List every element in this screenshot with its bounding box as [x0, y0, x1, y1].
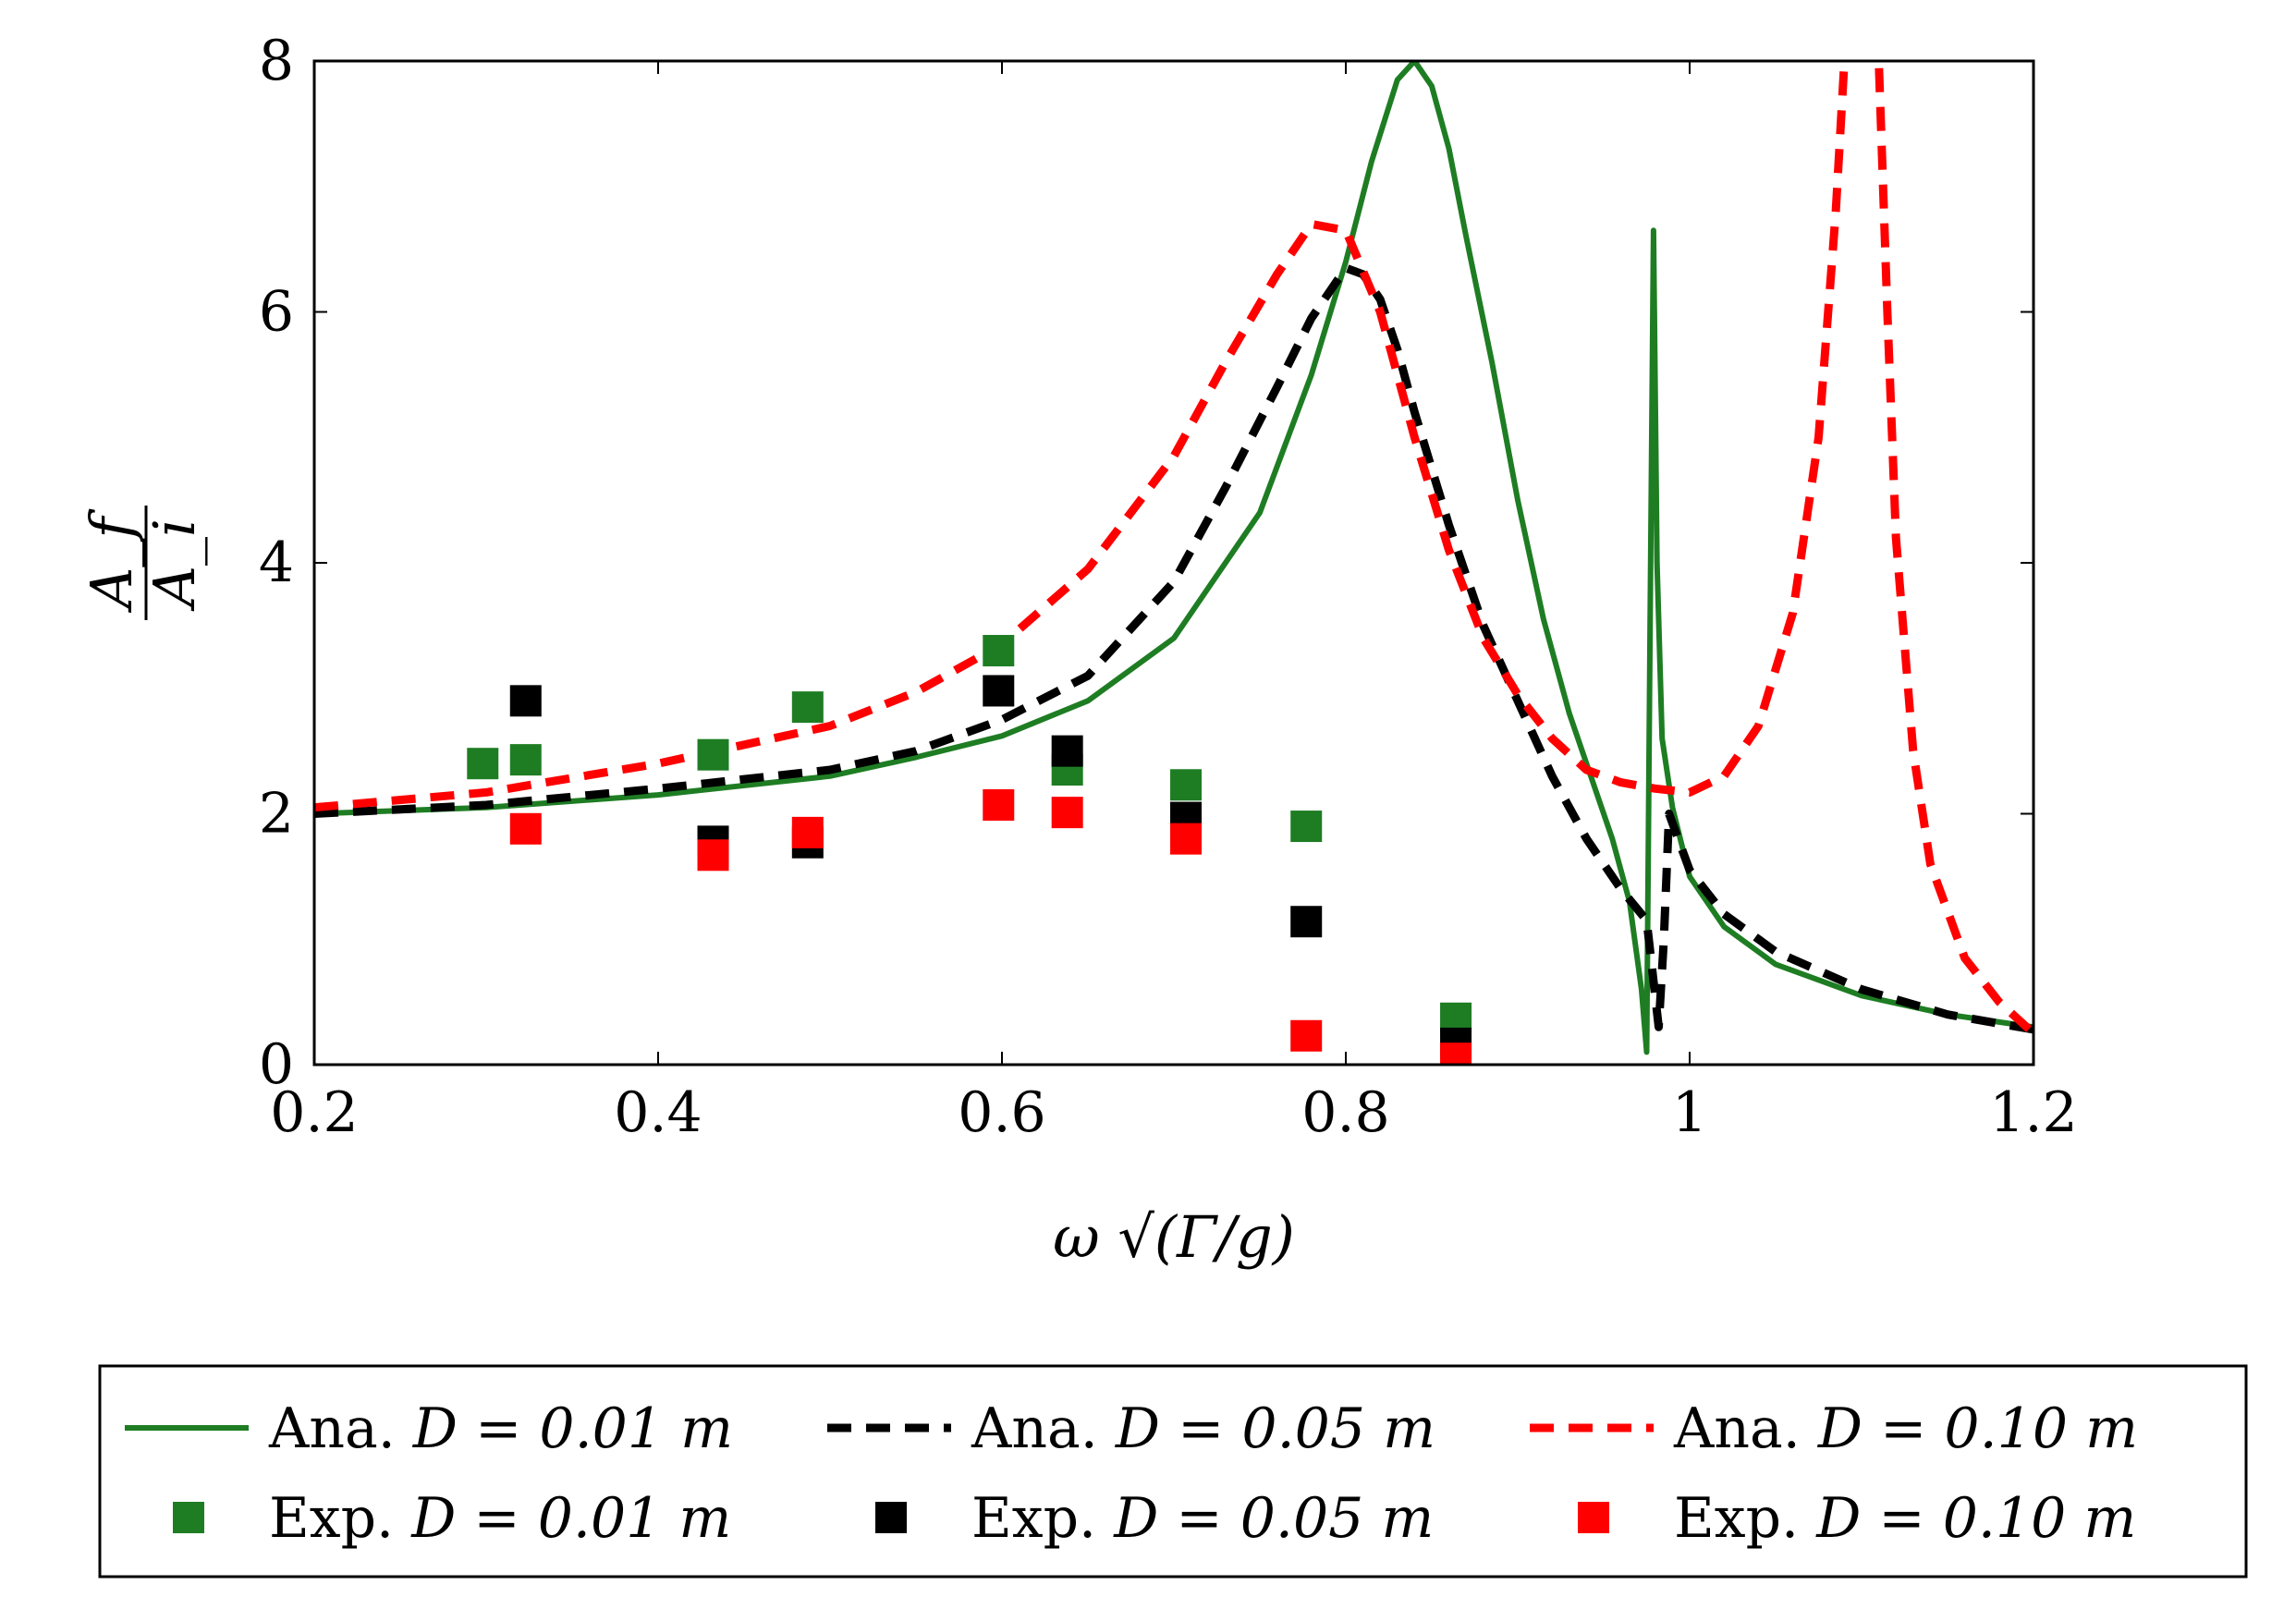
y-tick-label: 2 — [259, 782, 294, 847]
legend-label: Exp. D = 0.05 m — [971, 1486, 1434, 1551]
axes: 0.2 0.4 0.6 0.8 1 1.2 0 2 4 6 8 — [259, 29, 2078, 1145]
data-point-series-5 — [1051, 797, 1083, 829]
legend-label: Ana. D = 0.01 m — [268, 1396, 733, 1461]
series-line-0 — [314, 61, 2033, 1055]
plot-frame — [312, 59, 2035, 1067]
series-line-1 — [314, 263, 2033, 1034]
y-label-denominator: A_i — [140, 518, 208, 612]
data-point-series-5 — [983, 788, 1015, 821]
data-point-series-5 — [1440, 1042, 1472, 1065]
legend-box — [98, 1364, 2248, 1579]
data-point-series-3 — [983, 635, 1015, 667]
legend-label: Exp. D = 0.01 m — [269, 1486, 731, 1551]
data-point-series-4 — [983, 675, 1015, 707]
data-point-series-4 — [509, 685, 542, 717]
y-tick-label: 8 — [259, 29, 294, 93]
legend: Ana. D = 0.01 m Ana. D = 0.05 m Ana. D = 0… — [125, 1396, 2138, 1551]
svg-text:A_f: A_f — [78, 508, 145, 614]
x-tick-label: 0.4 — [614, 1080, 702, 1145]
x-tick-label: 0.2 — [270, 1080, 358, 1145]
x-axis-label: ω √(Γ/g) — [1053, 1203, 1295, 1271]
legend-swatch — [173, 1502, 204, 1533]
legend-swatch — [875, 1502, 907, 1533]
legend-label: Ana. D = 0.10 m — [1673, 1396, 2138, 1461]
data-point-series-5 — [509, 812, 542, 845]
y-tick-label: 6 — [259, 280, 294, 345]
x-tick-label: 0.6 — [958, 1080, 1045, 1145]
data-point-series-4 — [1051, 735, 1083, 767]
series-line-2 — [314, 61, 2033, 1037]
legend-swatch — [1578, 1502, 1609, 1533]
data-point-series-3 — [791, 691, 824, 724]
data-point-series-3 — [509, 744, 542, 776]
x-tick-label: 1 — [1672, 1080, 1707, 1145]
data-point-series-5 — [1290, 1019, 1323, 1052]
plot-marks — [314, 61, 2033, 1065]
x-tick-label: 1.2 — [1989, 1080, 2077, 1145]
data-point-series-4 — [1290, 906, 1323, 938]
y-tick-label: 4 — [259, 530, 294, 595]
data-point-series-3 — [1170, 769, 1203, 801]
legend-label: Ana. D = 0.05 m — [971, 1396, 1435, 1461]
y-tick-label: 0 — [259, 1032, 294, 1097]
data-point-series-3 — [697, 738, 729, 771]
legend-label: Exp. D = 0.10 m — [1674, 1486, 2136, 1551]
y-label-numerator: A_f — [78, 508, 145, 614]
y-axis-label: A_f A_i — [78, 506, 208, 620]
data-point-series-5 — [697, 839, 729, 872]
data-point-series-3 — [467, 748, 499, 780]
x-tick-label: 0.8 — [1301, 1080, 1389, 1145]
data-point-series-5 — [1170, 823, 1203, 855]
svg-text:A_i: A_i — [140, 518, 208, 612]
data-point-series-5 — [791, 816, 824, 848]
data-point-series-3 — [1290, 811, 1323, 843]
